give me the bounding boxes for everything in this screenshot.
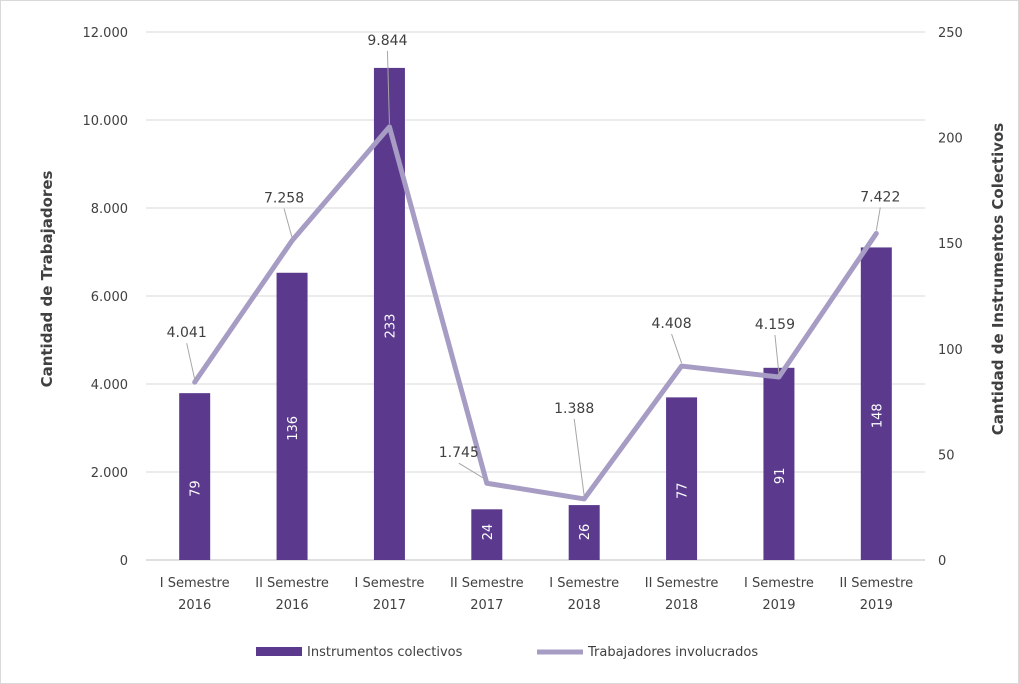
category-label-line1: II Semestre	[255, 576, 329, 591]
bar-data-label: 136	[286, 416, 301, 441]
legend-swatch-bars	[256, 647, 302, 656]
leader-line	[458, 462, 488, 481]
legend-label-bars: Instrumentos colectivos	[307, 645, 463, 660]
leader-line	[875, 207, 881, 231]
bar-data-label: 233	[383, 314, 398, 339]
right-tick-label: 150	[938, 237, 963, 252]
category-label-line1: II Semestre	[450, 576, 524, 591]
category-label-line2: 2017	[373, 598, 406, 613]
right-tick-label: 250	[938, 26, 963, 41]
category-label-line1: II Semestre	[839, 576, 913, 591]
right-axis-ticks: 0 50 100 150 200 250	[938, 26, 963, 569]
gridlines	[146, 31, 925, 561]
leader-line	[774, 334, 780, 375]
leader-line	[186, 343, 196, 380]
right-tick-label: 0	[938, 554, 946, 569]
right-axis-title: Cantidad de Instrumentos Colectivos	[989, 123, 1007, 436]
line-data-label: 4.041	[167, 325, 207, 341]
left-tick-label: 8.000	[91, 202, 128, 217]
line-data-label: 7.258	[264, 191, 304, 207]
bar-data-label: 24	[481, 524, 496, 541]
category-label-line2: 2018	[665, 598, 698, 613]
right-tick-label: 50	[938, 448, 955, 463]
bar-data-label: 26	[578, 524, 593, 541]
bar-series: 79 136 233 24 26 77 91 148	[179, 67, 892, 561]
bar	[860, 247, 892, 560]
category-label-line1: I Semestre	[355, 576, 425, 591]
left-tick-label: 4.000	[91, 378, 128, 393]
left-tick-label: 2.000	[91, 466, 128, 481]
category-label-line2: 2016	[276, 598, 309, 613]
bar	[568, 505, 600, 560]
category-labels: I Semestre 2016 II Semestre 2016 I Semestre 2…	[160, 576, 913, 613]
bar	[179, 393, 211, 560]
bar-data-label: 91	[773, 468, 788, 485]
left-tick-label: 10.000	[83, 114, 129, 129]
bar	[471, 509, 503, 560]
line-data-label: 4.159	[755, 317, 795, 333]
leader-line	[386, 50, 390, 124]
category-label-line2: 2017	[470, 598, 503, 613]
line-series: 4.041 7.258 9.844 1.745 1.388 4.408 4.159 7.422	[167, 33, 900, 502]
bar-data-label: 79	[189, 480, 204, 497]
bar-data-label: 77	[676, 482, 691, 499]
leader-line	[573, 418, 585, 496]
right-tick-label: 100	[938, 343, 963, 358]
category-label-line2: 2016	[178, 598, 211, 613]
bar-data-label: 148	[870, 403, 885, 428]
right-tick-label: 200	[938, 132, 963, 147]
leader-line	[671, 333, 683, 364]
left-tick-label: 6.000	[91, 290, 128, 305]
bar	[666, 397, 698, 560]
bar	[276, 272, 308, 560]
line-data-label: 7.422	[860, 189, 900, 205]
category-label-line1: II Semestre	[645, 576, 719, 591]
left-tick-label: 12.000	[83, 26, 129, 41]
category-label-line1: I Semestre	[160, 576, 230, 591]
line-data-label: 1.745	[439, 445, 479, 461]
legend: Instrumentos colectivos Trabajadores inv…	[256, 645, 758, 660]
bar	[763, 367, 795, 560]
category-label-line2: 2019	[762, 598, 795, 613]
category-label-line2: 2018	[568, 598, 601, 613]
left-axis-ticks: 0 2.000 4.000 6.000 8.000 10.000 12.000	[83, 26, 129, 569]
category-label-line1: I Semestre	[744, 576, 814, 591]
bar	[373, 67, 405, 561]
category-label-line2: 2019	[860, 598, 893, 613]
legend-label-line: Trabajadores involucrados	[587, 645, 758, 660]
category-label-line1: I Semestre	[549, 576, 619, 591]
line-data-label: 1.388	[554, 401, 594, 417]
line-path	[192, 124, 879, 502]
line-data-label: 4.408	[652, 316, 692, 332]
left-tick-label: 0	[120, 554, 128, 569]
line-data-label: 9.844	[367, 33, 407, 49]
left-axis-title: Cantidad de Trabajadores	[38, 171, 56, 388]
leader-line	[283, 208, 293, 238]
